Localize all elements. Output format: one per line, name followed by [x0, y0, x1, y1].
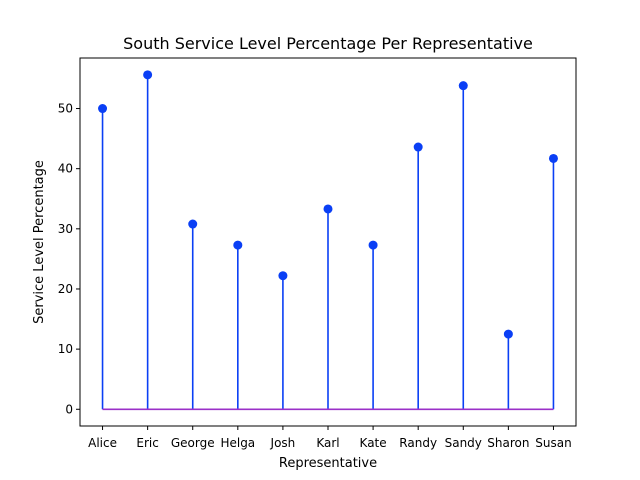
x-tick-label: Josh [270, 436, 296, 450]
x-axis-label: Representative [279, 456, 377, 471]
y-tick-label: 0 [65, 402, 73, 416]
x-tick-label: Eric [136, 436, 158, 450]
x-tick-label: Randy [399, 436, 437, 450]
plot-area [98, 70, 558, 411]
y-axis: 0 10 20 30 40 50 [58, 102, 80, 416]
stem-marker [413, 142, 423, 152]
stem-marker [278, 271, 288, 281]
x-tick-label: Alice [88, 436, 117, 450]
stem-marker [143, 70, 153, 80]
stem-marker [323, 204, 333, 214]
x-tick-label: Karl [316, 436, 339, 450]
x-tick-label: Helga [220, 436, 255, 450]
stem-marker [368, 240, 378, 250]
stem-marker [503, 329, 513, 339]
y-tick-label: 30 [58, 222, 73, 236]
x-axis: Alice Eric George Helga Josh Karl Kate Randy San… [88, 426, 572, 450]
y-tick-label: 10 [58, 342, 73, 356]
stem-marker [458, 81, 468, 91]
stem-marker [233, 240, 243, 250]
x-tick-label: Sandy [445, 436, 482, 450]
x-tick-label: Sharon [487, 436, 529, 450]
stem-marker [188, 219, 198, 229]
x-tick-label: Kate [360, 436, 387, 450]
x-tick-label: George [171, 436, 215, 450]
y-tick-label: 20 [58, 282, 73, 296]
chart-title: South Service Level Percentage Per Repre… [123, 34, 533, 53]
x-tick-label: Susan [535, 436, 571, 450]
y-tick-label: 50 [58, 102, 73, 116]
stem-marker [98, 104, 108, 114]
y-axis-label: Service Level Percentage [32, 160, 47, 324]
y-tick-label: 40 [58, 162, 73, 176]
stem-marker [548, 153, 558, 163]
